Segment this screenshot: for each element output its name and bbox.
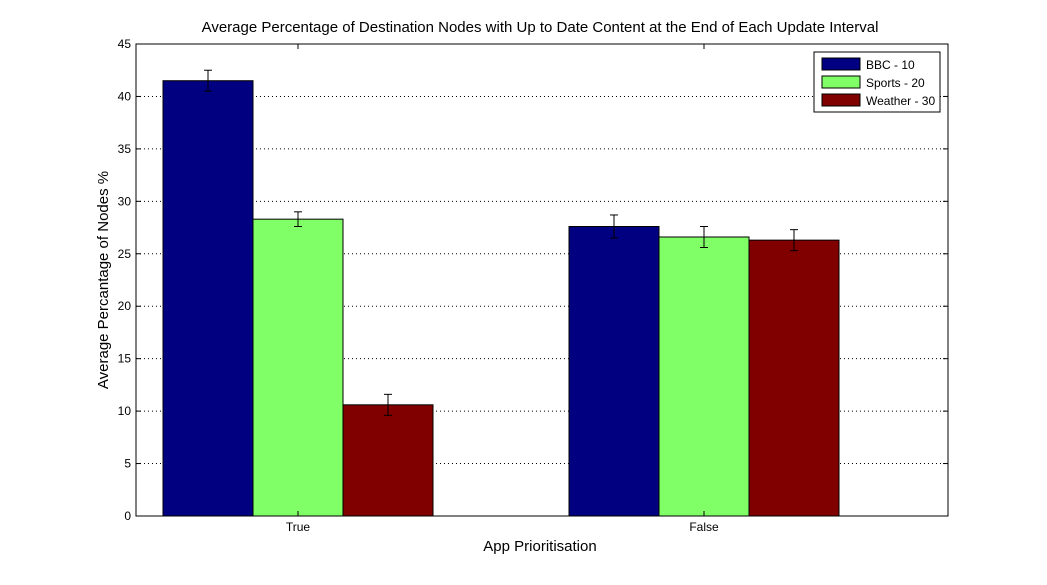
legend: BBC - 10 Sports - 20 Weather - 30 bbox=[813, 51, 941, 113]
error-bar-true-series-2 bbox=[294, 211, 302, 228]
y-tick-label-15: 15 bbox=[118, 352, 132, 366]
error-bar-false-series-3 bbox=[790, 229, 798, 252]
error-bar-true-series-1 bbox=[204, 69, 212, 92]
legend-label-series-3: Weather - 30 bbox=[866, 94, 935, 108]
y-tick-label-45: 45 bbox=[118, 37, 132, 51]
error-bar-false-series-2 bbox=[700, 226, 708, 248]
y-tick-label-35: 35 bbox=[118, 142, 132, 156]
bars bbox=[162, 69, 840, 517]
legend-swatch-series-1 bbox=[821, 57, 861, 71]
x-tick-label-false: False bbox=[689, 520, 719, 534]
y-axis-label: Average Percantage of Nodes % bbox=[95, 171, 112, 389]
legend-label-series-2: Sports - 20 bbox=[866, 76, 925, 90]
y-tick-label-25: 25 bbox=[118, 247, 132, 261]
legend-swatch-series-2 bbox=[821, 75, 861, 89]
x-axis-label: App Prioritisation bbox=[483, 538, 596, 555]
plot-frame bbox=[135, 43, 949, 517]
plot-area-border bbox=[135, 43, 949, 517]
bar-true-series-3 bbox=[342, 404, 434, 517]
legend-swatch-series-3 bbox=[821, 93, 861, 107]
y-tick-label-5: 5 bbox=[124, 457, 131, 471]
chart-title: Average Percentage of Destination Nodes … bbox=[202, 19, 879, 36]
x-tick-label-true: True bbox=[286, 520, 311, 534]
error-bar-false-series-1 bbox=[610, 214, 618, 239]
y-tick-label-20: 20 bbox=[118, 299, 132, 313]
bar-false-series-1 bbox=[568, 226, 660, 517]
y-tick-label-40: 40 bbox=[118, 89, 132, 103]
bar-false-series-2 bbox=[658, 236, 750, 517]
bar-false-series-3 bbox=[748, 239, 840, 517]
legend-label-series-1: BBC - 10 bbox=[866, 58, 915, 72]
error-bar-true-series-3 bbox=[384, 393, 392, 416]
bar-true-series-1 bbox=[162, 80, 254, 517]
y-tick-label-0: 0 bbox=[124, 509, 131, 523]
ticks: 0 5 10 15 20 25 30 35 40 45 True False bbox=[118, 37, 948, 534]
bar-true-series-2 bbox=[252, 218, 344, 517]
y-tick-label-30: 30 bbox=[118, 194, 132, 208]
y-tick-label-10: 10 bbox=[118, 404, 132, 418]
